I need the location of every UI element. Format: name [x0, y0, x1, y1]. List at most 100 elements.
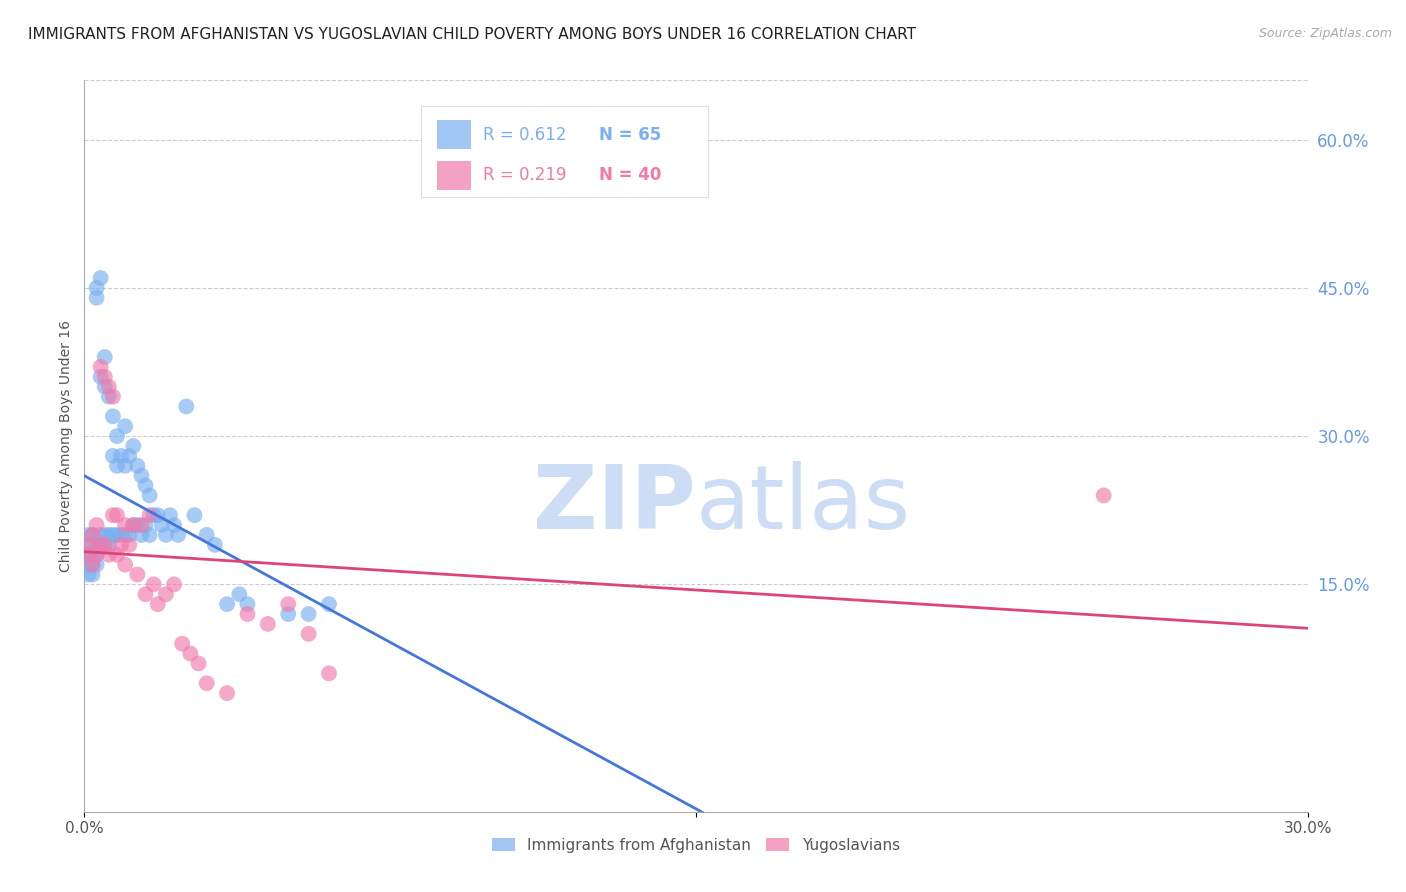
- Point: [86, 291, 108, 305]
- Point: [318, 597, 340, 611]
- Point: [90, 538, 112, 552]
- Point: [90, 359, 112, 374]
- Point: [86, 548, 108, 562]
- Point: [131, 528, 153, 542]
- Point: [93, 380, 115, 394]
- Point: [257, 616, 280, 631]
- Point: [135, 478, 157, 492]
- Point: [105, 548, 128, 562]
- Point: [172, 637, 194, 651]
- Point: [127, 518, 149, 533]
- Point: [298, 627, 321, 641]
- Point: [77, 548, 100, 562]
- Point: [101, 528, 124, 542]
- Point: [93, 350, 115, 364]
- Point: [163, 518, 186, 533]
- Point: [82, 528, 104, 542]
- Point: [97, 380, 120, 394]
- Point: [77, 548, 100, 562]
- FancyBboxPatch shape: [437, 161, 471, 190]
- FancyBboxPatch shape: [420, 106, 709, 197]
- Point: [179, 647, 201, 661]
- Point: [195, 676, 218, 690]
- Point: [97, 538, 120, 552]
- Point: [138, 508, 160, 523]
- Point: [93, 528, 115, 542]
- Point: [110, 538, 132, 552]
- Point: [217, 597, 239, 611]
- Point: [105, 458, 128, 473]
- Point: [77, 558, 100, 572]
- Point: [101, 449, 124, 463]
- Point: [127, 458, 149, 473]
- Point: [114, 419, 136, 434]
- Point: [90, 538, 112, 552]
- Point: [110, 449, 132, 463]
- Point: [159, 508, 181, 523]
- Point: [77, 528, 100, 542]
- Point: [187, 657, 209, 671]
- Point: [82, 567, 104, 582]
- Text: R = 0.219: R = 0.219: [484, 166, 567, 184]
- Point: [298, 607, 321, 621]
- Point: [135, 518, 157, 533]
- Point: [122, 518, 145, 533]
- Point: [101, 409, 124, 424]
- Point: [114, 558, 136, 572]
- Point: [86, 558, 108, 572]
- Point: [86, 281, 108, 295]
- Point: [90, 528, 112, 542]
- Point: [1092, 488, 1115, 502]
- Point: [118, 449, 141, 463]
- Point: [217, 686, 239, 700]
- Point: [93, 538, 115, 552]
- Text: IMMIGRANTS FROM AFGHANISTAN VS YUGOSLAVIAN CHILD POVERTY AMONG BOYS UNDER 16 COR: IMMIGRANTS FROM AFGHANISTAN VS YUGOSLAVI…: [28, 27, 917, 42]
- Point: [101, 390, 124, 404]
- Point: [97, 390, 120, 404]
- Point: [167, 528, 190, 542]
- Point: [204, 538, 226, 552]
- Point: [77, 538, 100, 552]
- Point: [86, 518, 108, 533]
- Point: [138, 488, 160, 502]
- Point: [155, 528, 177, 542]
- Point: [131, 468, 153, 483]
- Point: [77, 567, 100, 582]
- Point: [142, 508, 165, 523]
- Point: [97, 548, 120, 562]
- Point: [155, 587, 177, 601]
- Point: [127, 567, 149, 582]
- Y-axis label: Child Poverty Among Boys Under 16: Child Poverty Among Boys Under 16: [59, 320, 73, 572]
- Point: [277, 607, 299, 621]
- Point: [277, 597, 299, 611]
- Point: [97, 528, 120, 542]
- Point: [90, 271, 112, 285]
- Point: [82, 548, 104, 562]
- Point: [82, 528, 104, 542]
- Point: [174, 400, 197, 414]
- Point: [90, 369, 112, 384]
- Point: [93, 369, 115, 384]
- Point: [86, 538, 108, 552]
- Point: [105, 429, 128, 443]
- Point: [105, 528, 128, 542]
- Point: [146, 508, 169, 523]
- Point: [138, 528, 160, 542]
- Point: [236, 597, 259, 611]
- Point: [183, 508, 205, 523]
- Point: [122, 439, 145, 453]
- FancyBboxPatch shape: [437, 120, 471, 149]
- Legend: Immigrants from Afghanistan, Yugoslavians: Immigrants from Afghanistan, Yugoslavian…: [486, 831, 905, 859]
- Point: [131, 518, 153, 533]
- Point: [146, 597, 169, 611]
- Point: [86, 548, 108, 562]
- Text: N = 65: N = 65: [599, 126, 662, 144]
- Point: [82, 558, 104, 572]
- Point: [77, 538, 100, 552]
- Point: [122, 518, 145, 533]
- Point: [150, 518, 173, 533]
- Point: [228, 587, 250, 601]
- Point: [118, 528, 141, 542]
- Text: Source: ZipAtlas.com: Source: ZipAtlas.com: [1258, 27, 1392, 40]
- Point: [142, 577, 165, 591]
